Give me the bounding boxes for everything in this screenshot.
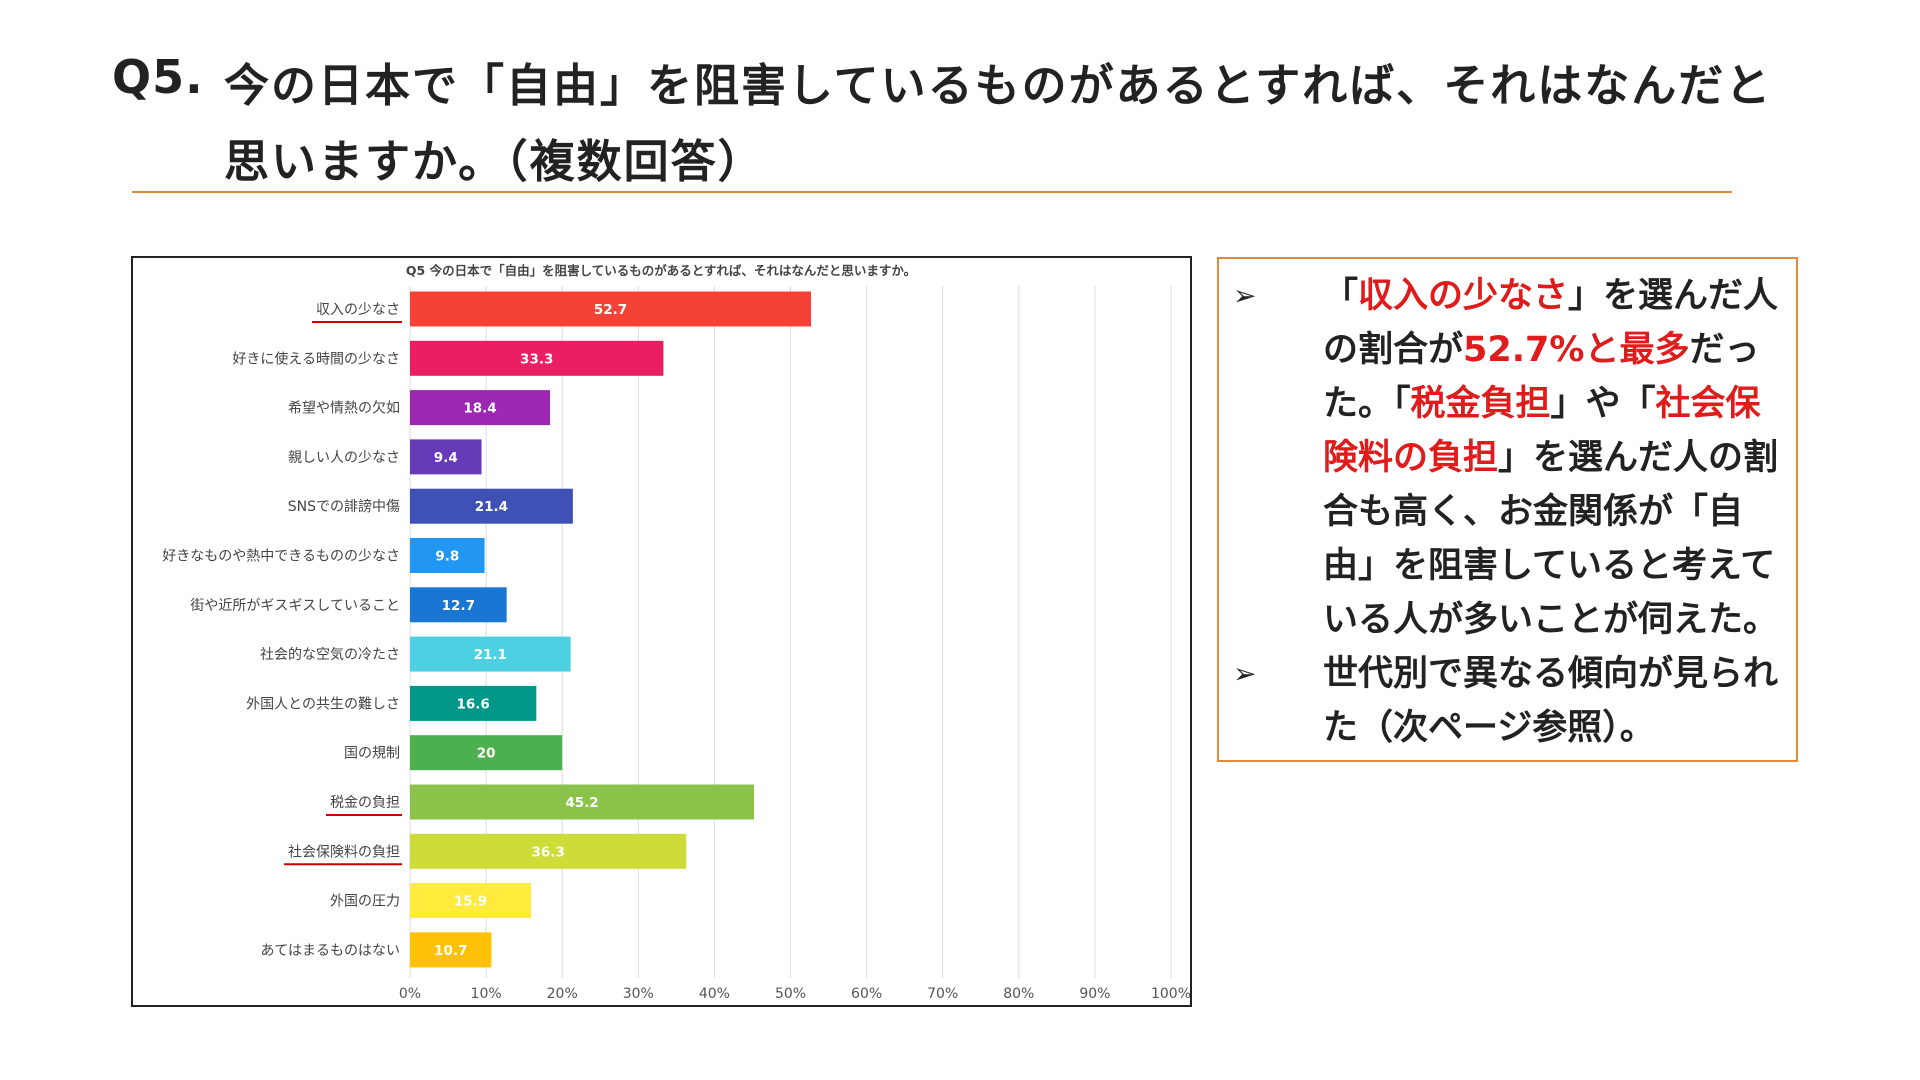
category-label: 外国の圧力 [330, 894, 400, 910]
question-title-line2: 思いますか。（複数回答） [224, 135, 765, 188]
category-label: 街や近所がギスギスしていること [190, 598, 400, 614]
note-highlight: 社会保険料の負担 [1323, 384, 1761, 478]
bar [410, 291, 812, 327]
category-label: 希望や情熱の欠如 [288, 401, 400, 417]
x-tick-label: 10% [471, 986, 502, 1002]
bar-value-label: 10.7 [434, 943, 467, 959]
bar [410, 833, 687, 869]
bar [410, 636, 571, 672]
bar-value-label: 21.1 [474, 647, 507, 663]
note-highlight: 税金負担 [1410, 384, 1551, 424]
bar-value-label: 52.7 [594, 302, 627, 318]
bar-value-label: 16.6 [457, 696, 490, 712]
note-bullet-2-text: 世代別で異なる傾向が見られた（次ページ参照）。 [1323, 654, 1779, 748]
category-label: 社会的な空気の冷たさ [260, 647, 400, 663]
bar [410, 390, 551, 426]
bar-value-label: 36.3 [531, 844, 564, 860]
category-label: 収入の少なさ [316, 302, 400, 318]
bar [410, 340, 664, 376]
note-text: だった。「 [1323, 330, 1760, 424]
x-tick-label: 80% [1003, 986, 1034, 1002]
note-bullet-1-text: 「収入の少なさ」を選んだ人の割合が52.7%と最多だった。「税金負担」や「社会保… [1323, 269, 1793, 647]
x-tick-label: 70% [927, 986, 958, 1002]
bar [410, 685, 537, 721]
category-label: 税金の負担 [330, 795, 400, 811]
x-tick-label: 20% [547, 986, 578, 1002]
title-divider [132, 191, 1732, 193]
category-label: 好きなものや熱中できるものの少なさ [162, 549, 400, 565]
bar [410, 932, 492, 968]
bar-value-label: 33.3 [520, 351, 553, 367]
category-label: あてはまるものはない [261, 943, 400, 959]
bar [410, 439, 482, 475]
category-label: 社会保険料の負担 [288, 844, 400, 860]
note-highlight: 収入の少なさ [1358, 276, 1569, 316]
bar-chart: Q5 今の日本で「自由」を阻害しているものがあるとすれば、それはなんだと思います… [162, 263, 1190, 1002]
arrow-bullet-icon: ➢ [1233, 279, 1257, 312]
category-label: 外国人との共生の難しさ [246, 696, 400, 712]
bar-value-label: 9.4 [434, 450, 458, 466]
category-label: 国の規制 [344, 746, 400, 762]
arrow-bullet-icon: ➢ [1233, 657, 1257, 690]
x-tick-label: 90% [1079, 986, 1110, 1002]
question-title-line1: 今の日本で「自由」を阻害しているものがあるとすれば、それはなんだと [224, 59, 1773, 112]
chart-title: Q5 今の日本で「自由」を阻害しているものがあるとすれば、それはなんだと思います… [406, 263, 916, 278]
question-title: 今の日本で「自由」を阻害しているものがあるとすれば、それはなんだと 思いますか。… [224, 48, 1824, 200]
note-text: 「 [1323, 276, 1359, 316]
category-label: SNSでの誹謗中傷 [288, 498, 400, 515]
bar [410, 488, 573, 524]
bar [410, 883, 531, 919]
summary-notes: ➢ 「収入の少なさ」を選んだ人の割合が52.7%と最多だった。「税金負担」や「社… [1217, 257, 1798, 762]
note-highlight: 52.7%と最多 [1463, 330, 1690, 370]
x-tick-label: 40% [699, 986, 730, 1002]
note-text: 」や「 [1550, 384, 1656, 424]
note-text: 」を選んだ人の割合が [1323, 276, 1779, 370]
x-tick-label: 50% [775, 986, 806, 1002]
category-label: 好きに使える時間の少なさ [232, 350, 400, 367]
x-tick-label: 100% [1151, 986, 1190, 1002]
bar-value-label: 12.7 [442, 598, 475, 614]
x-tick-label: 0% [399, 986, 421, 1002]
bar [410, 735, 563, 771]
bar-value-label: 15.9 [454, 894, 487, 910]
bar [410, 538, 485, 573]
bar-value-label: 45.2 [565, 795, 598, 811]
bar-value-label: 20 [477, 746, 496, 762]
note-text: 」を選んだ人の割合も高く、お金関係が「自由」を阻害していると考えている人が多いこ… [1323, 438, 1779, 640]
x-tick-label: 60% [851, 986, 882, 1002]
bar-value-label: 21.4 [475, 499, 508, 515]
bar-chart-frame: Q5 今の日本で「自由」を阻害しているものがあるとすれば、それはなんだと思います… [131, 256, 1192, 1007]
bar-value-label: 9.8 [435, 549, 459, 565]
question-number: Q5. [112, 50, 204, 104]
x-tick-label: 30% [623, 986, 654, 1002]
bar [410, 784, 754, 820]
bar-value-label: 18.4 [463, 401, 496, 417]
category-label: 親しい人の少なさ [288, 450, 400, 466]
bar [410, 587, 507, 623]
